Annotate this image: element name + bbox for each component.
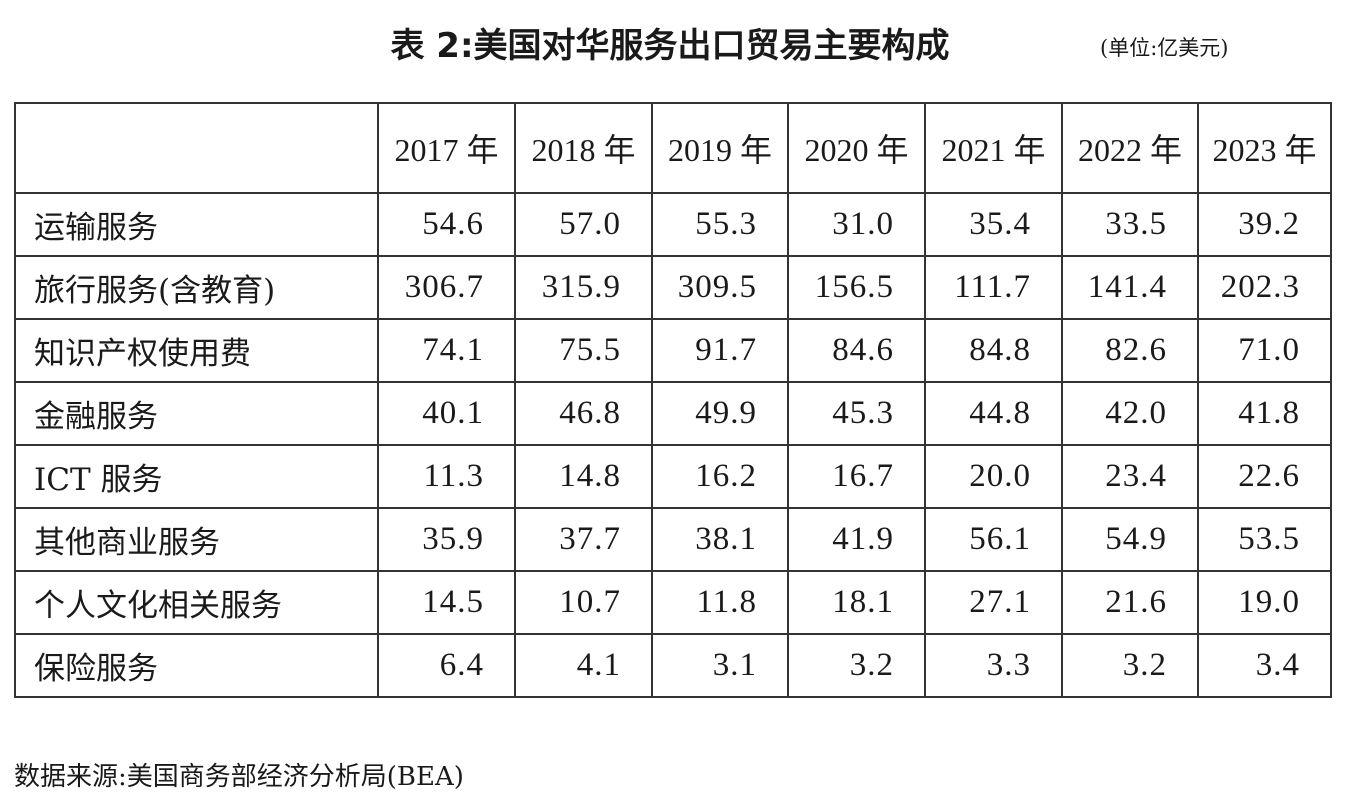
value-cell: 37.7 <box>514 507 653 572</box>
value-cell: 16.2 <box>651 444 789 509</box>
value-cell: 11.3 <box>377 444 516 509</box>
value-cell: 41.9 <box>787 507 926 572</box>
row-label: 金融服务 <box>14 381 379 446</box>
column-header: 2019 年 <box>651 102 789 194</box>
column-header: 2021 年 <box>924 102 1063 194</box>
row-label: 其他商业服务 <box>14 507 379 572</box>
value-cell: 18.1 <box>787 570 926 635</box>
value-cell: 19.0 <box>1197 570 1332 635</box>
value-cell: 82.6 <box>1061 318 1199 383</box>
row-label: 运输服务 <box>14 192 379 257</box>
row-label: 旅行服务(含教育) <box>14 255 379 320</box>
value-cell: 14.8 <box>514 444 653 509</box>
row-label: 个人文化相关服务 <box>14 570 379 635</box>
value-cell: 27.1 <box>924 570 1063 635</box>
value-cell: 10.7 <box>514 570 653 635</box>
value-cell: 14.5 <box>377 570 516 635</box>
column-header: 2017 年 <box>377 102 516 194</box>
value-cell: 56.1 <box>924 507 1063 572</box>
value-cell: 141.4 <box>1061 255 1199 320</box>
value-cell: 309.5 <box>651 255 789 320</box>
column-header: 2018 年 <box>514 102 653 194</box>
value-cell: 202.3 <box>1197 255 1332 320</box>
column-header: 2022 年 <box>1061 102 1199 194</box>
table-row: 保险服务 6.4 4.1 3.1 3.2 3.3 3.2 3.4 <box>14 633 1332 698</box>
table-row: 知识产权使用费 74.1 75.5 91.7 84.6 84.8 82.6 71.0 <box>14 318 1332 383</box>
value-cell: 22.6 <box>1197 444 1332 509</box>
table-row: 运输服务 54.6 57.0 55.3 31.0 35.4 33.5 39.2 <box>14 192 1332 257</box>
column-header: 2023 年 <box>1197 102 1332 194</box>
value-cell: 35.4 <box>924 192 1063 257</box>
header-row: 2017 年 2018 年 2019 年 2020 年 2021 年 2022 年 2023… <box>14 102 1332 194</box>
row-label: 保险服务 <box>14 633 379 698</box>
value-cell: 3.2 <box>1061 633 1199 698</box>
value-cell: 74.1 <box>377 318 516 383</box>
table-body: 运输服务 54.6 57.0 55.3 31.0 35.4 33.5 39.2 旅行服务(含教育… <box>14 192 1332 698</box>
value-cell: 45.3 <box>787 381 926 446</box>
table-row: ICT 服务 11.3 14.8 16.2 16.7 20.0 23.4 22.6 <box>14 444 1332 509</box>
value-cell: 111.7 <box>924 255 1063 320</box>
data-table: 2017 年 2018 年 2019 年 2020 年 2021 年 2022 年 2023… <box>14 102 1332 698</box>
value-cell: 35.9 <box>377 507 516 572</box>
value-cell: 3.4 <box>1197 633 1332 698</box>
value-cell: 16.7 <box>787 444 926 509</box>
value-cell: 23.4 <box>1061 444 1199 509</box>
value-cell: 20.0 <box>924 444 1063 509</box>
value-cell: 53.5 <box>1197 507 1332 572</box>
table-row: 其他商业服务 35.9 37.7 38.1 41.9 56.1 54.9 53.5 <box>14 507 1332 572</box>
value-cell: 11.8 <box>651 570 789 635</box>
value-cell: 38.1 <box>651 507 789 572</box>
value-cell: 54.6 <box>377 192 516 257</box>
value-cell: 315.9 <box>514 255 653 320</box>
value-cell: 91.7 <box>651 318 789 383</box>
table-row: 个人文化相关服务 14.5 10.7 11.8 18.1 27.1 21.6 19.0 <box>14 570 1332 635</box>
row-label: 知识产权使用费 <box>14 318 379 383</box>
row-label: ICT 服务 <box>14 444 379 509</box>
table-row: 旅行服务(含教育) 306.7 315.9 309.5 156.5 111.7 141.4 2… <box>14 255 1332 320</box>
value-cell: 46.8 <box>514 381 653 446</box>
value-cell: 306.7 <box>377 255 516 320</box>
value-cell: 42.0 <box>1061 381 1199 446</box>
value-cell: 156.5 <box>787 255 926 320</box>
value-cell: 84.8 <box>924 318 1063 383</box>
value-cell: 33.5 <box>1061 192 1199 257</box>
column-header: 2020 年 <box>787 102 926 194</box>
value-cell: 3.1 <box>651 633 789 698</box>
value-cell: 55.3 <box>651 192 789 257</box>
source-note: 数据来源:美国商务部经济分析局(BEA) <box>14 762 464 792</box>
value-cell: 49.9 <box>651 381 789 446</box>
value-cell: 3.3 <box>924 633 1063 698</box>
value-cell: 3.2 <box>787 633 926 698</box>
value-cell: 71.0 <box>1197 318 1332 383</box>
value-cell: 39.2 <box>1197 192 1332 257</box>
value-cell: 84.6 <box>787 318 926 383</box>
value-cell: 57.0 <box>514 192 653 257</box>
value-cell: 40.1 <box>377 381 516 446</box>
value-cell: 44.8 <box>924 381 1063 446</box>
value-cell: 21.6 <box>1061 570 1199 635</box>
value-cell: 31.0 <box>787 192 926 257</box>
value-cell: 41.8 <box>1197 381 1332 446</box>
value-cell: 4.1 <box>514 633 653 698</box>
corner-cell <box>14 102 379 194</box>
value-cell: 54.9 <box>1061 507 1199 572</box>
value-cell: 6.4 <box>377 633 516 698</box>
table-row: 金融服务 40.1 46.8 49.9 45.3 44.8 42.0 41.8 <box>14 381 1332 446</box>
unit-note: (单位:亿美元) <box>1100 36 1229 60</box>
title: 表 2:美国对华服务出口贸易主要构成 <box>390 26 950 66</box>
value-cell: 75.5 <box>514 318 653 383</box>
